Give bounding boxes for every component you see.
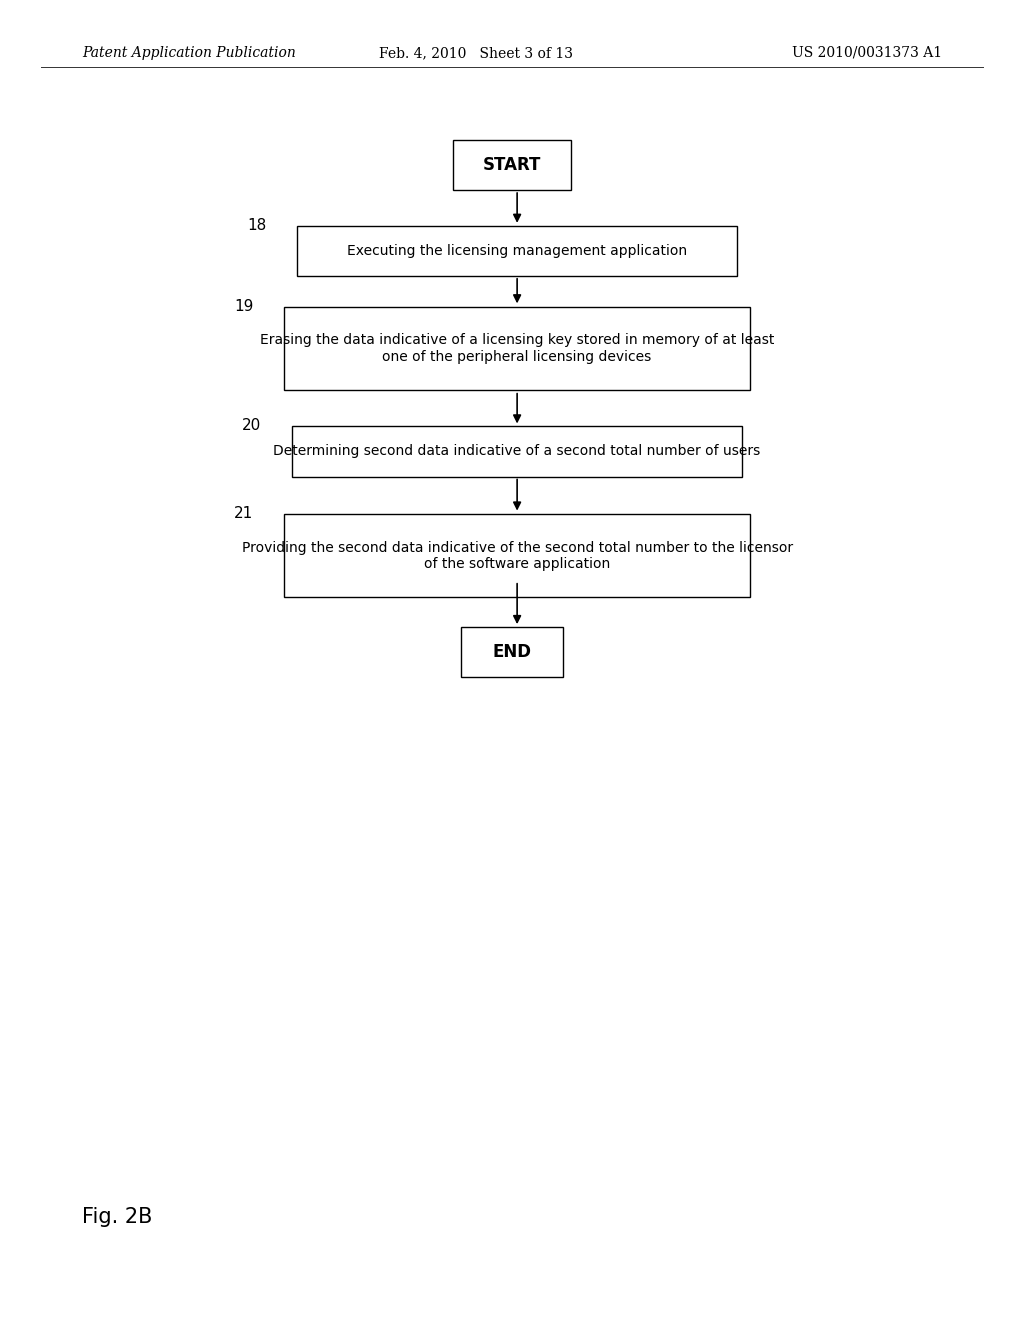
FancyBboxPatch shape [297, 226, 737, 276]
Text: Fig. 2B: Fig. 2B [82, 1206, 153, 1228]
FancyBboxPatch shape [284, 306, 750, 391]
Text: Executing the licensing management application: Executing the licensing management appli… [347, 244, 687, 257]
Text: 18: 18 [247, 218, 266, 232]
Text: Determining second data indicative of a second total number of users: Determining second data indicative of a … [273, 445, 761, 458]
Text: END: END [493, 643, 531, 661]
FancyBboxPatch shape [461, 627, 563, 677]
Text: Providing the second data indicative of the second total number to the licensor
: Providing the second data indicative of … [242, 541, 793, 570]
FancyBboxPatch shape [292, 426, 742, 477]
Text: 20: 20 [242, 418, 261, 433]
Text: START: START [482, 156, 542, 174]
Text: US 2010/0031373 A1: US 2010/0031373 A1 [792, 46, 942, 59]
Text: 19: 19 [234, 300, 253, 314]
Text: Erasing the data indicative of a licensing key stored in memory of at least
one : Erasing the data indicative of a licensi… [260, 334, 774, 363]
FancyBboxPatch shape [453, 140, 571, 190]
Text: Patent Application Publication: Patent Application Publication [82, 46, 296, 59]
FancyBboxPatch shape [284, 513, 750, 597]
Text: 21: 21 [234, 507, 253, 521]
Text: Feb. 4, 2010   Sheet 3 of 13: Feb. 4, 2010 Sheet 3 of 13 [379, 46, 573, 59]
